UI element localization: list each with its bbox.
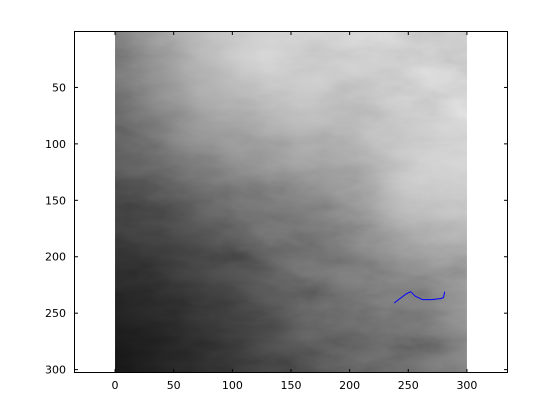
- y-tick-label: 100: [45, 138, 66, 151]
- x-tick-label: 150: [281, 379, 302, 392]
- y-tick-label: 200: [45, 251, 66, 264]
- y-tick-label: 50: [52, 81, 66, 94]
- x-tick-label: 100: [222, 379, 243, 392]
- series-layer: [393, 291, 446, 304]
- series-line-0: [393, 291, 446, 304]
- x-tick-label: 300: [456, 379, 477, 392]
- y-axis: 50 100 150 200 250 300: [45, 81, 508, 377]
- elevation-image: [115, 31, 467, 373]
- y-tick-label: 250: [45, 307, 66, 320]
- y-tick-label: 300: [45, 364, 66, 377]
- x-tick-label: 200: [339, 379, 360, 392]
- x-axis: 0 50 100 150 200 250 300: [112, 31, 477, 392]
- x-tick-label: 0: [112, 379, 119, 392]
- x-tick-label: 50: [167, 379, 181, 392]
- x-tick-label: 250: [398, 379, 419, 392]
- y-tick-label: 150: [45, 194, 66, 207]
